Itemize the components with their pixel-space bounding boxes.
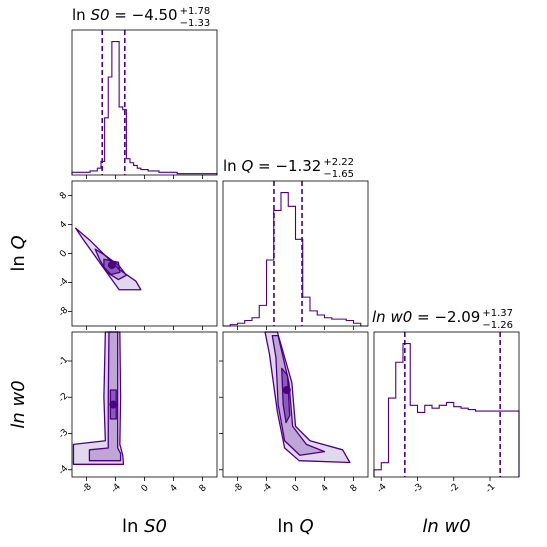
histogram-3	[373, 343, 520, 477]
title-plus-3: +1.37	[482, 308, 513, 319]
panel-title-2: ln Q = −1.32	[223, 157, 321, 175]
x-tick-label-0: 4	[169, 483, 180, 494]
y-tick-label-1: 4	[58, 219, 69, 230]
contour-line-21-1	[264, 331, 351, 464]
density-20	[73, 332, 124, 465]
y-tick-label-2: -1	[57, 355, 70, 368]
title-plus-2: +2.22	[323, 157, 354, 168]
x-tick-label-1: 0	[291, 483, 302, 494]
x-tick-label-1: 8	[349, 483, 360, 494]
y-tick-label-2: -4	[57, 464, 71, 478]
title-minus-1: −1.33	[180, 18, 211, 29]
x-tick-label-1: -4	[260, 482, 274, 496]
panel-frame-22	[373, 331, 520, 478]
x-tick-label-2: -2	[448, 482, 461, 495]
y-tick-label-2: -3	[57, 427, 70, 440]
density-core-10	[107, 261, 116, 270]
contour-line-21-2	[271, 334, 326, 456]
x-axis-label-2: ln Q	[277, 516, 313, 537]
density-fill-20-2	[89, 332, 121, 461]
x-tick-label-1: -8	[231, 482, 245, 496]
contour-line-20-1	[72, 331, 125, 465]
histogram-2	[223, 192, 368, 327]
title-plus-1: +1.78	[180, 6, 211, 17]
x-tick-label-0: -8	[80, 482, 94, 496]
panel-title-3: ln w0 = −2.09	[372, 308, 480, 326]
x-tick-label-2: -3	[411, 482, 424, 495]
contour-line-21-3	[281, 367, 291, 424]
x-axis-label-3: ln w0	[422, 516, 470, 537]
x-axis-label-1: ln S0	[122, 516, 167, 537]
density-core-20	[109, 400, 118, 409]
x-tick-label-0: 0	[140, 483, 151, 494]
title-minus-2: −1.65	[323, 169, 354, 180]
contour-line-10-3	[103, 258, 121, 276]
title-minus-3: −1.26	[482, 320, 513, 331]
y-axis-label-3: ln w0	[8, 380, 29, 428]
x-tick-label-2: -1	[484, 482, 497, 495]
x-tick-label-1: 4	[320, 483, 331, 494]
y-tick-label-1: -8	[57, 305, 71, 319]
y-tick-label-1: -4	[57, 276, 71, 290]
panel-frame-00	[71, 29, 218, 176]
x-tick-label-0: -4	[109, 482, 123, 496]
y-tick-label-1: 8	[58, 190, 69, 201]
frame-layer	[68, 29, 520, 481]
contour-line-10-1	[74, 227, 142, 291]
histogram-1	[71, 41, 218, 175]
contours-10	[74, 227, 142, 291]
contours-21	[264, 331, 351, 464]
y-axis-label-2: ln Q	[8, 235, 29, 271]
contour-line-10-2	[94, 248, 128, 281]
x-tick-label-2: -4	[375, 482, 389, 496]
y-tick-label-1: 0	[58, 248, 69, 259]
contour-line-20-3	[109, 389, 117, 420]
panel-title-1: ln S0 = −4.50	[72, 6, 178, 24]
y-tick-label-2: -2	[57, 391, 70, 404]
contours-20	[72, 331, 125, 465]
contour-line-20-2	[88, 331, 122, 462]
line-layer	[71, 30, 520, 477]
density-shading-layer	[73, 228, 350, 465]
x-tick-label-0: 8	[198, 483, 209, 494]
panel-frame-11	[222, 180, 369, 327]
text-layer: ln S0 = −4.50 +1.78−1.33 ln Q = −1.32 +2.22…	[8, 6, 513, 537]
density-fill-21-2	[272, 335, 325, 456]
